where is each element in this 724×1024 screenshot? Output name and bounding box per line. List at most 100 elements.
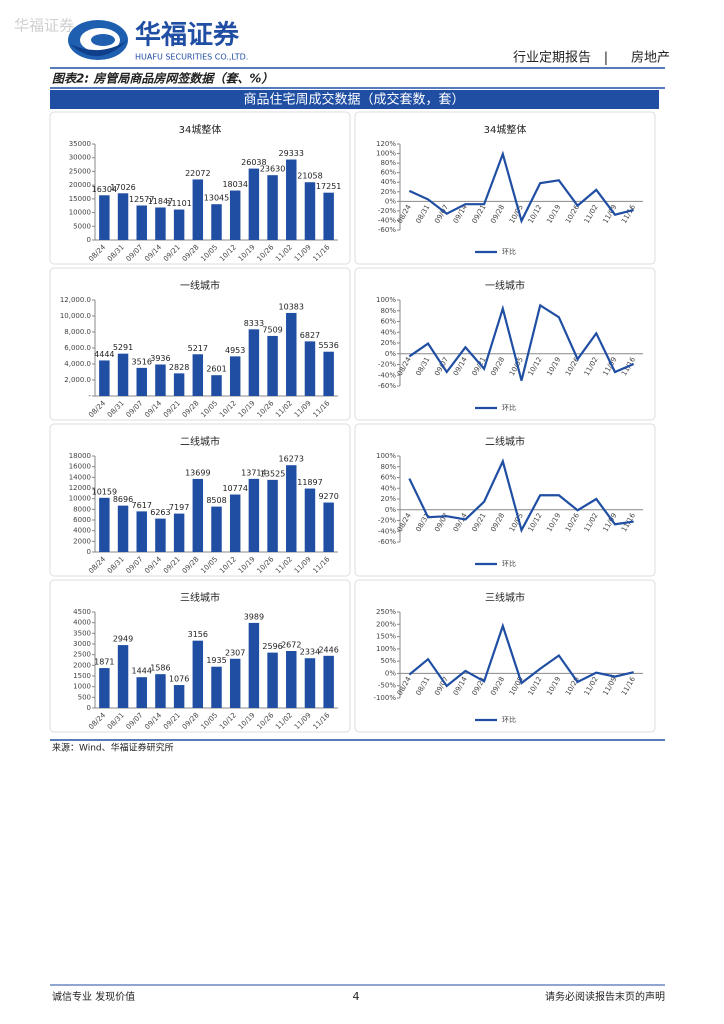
bar-value-label: 11897 [297,478,322,487]
bar [267,479,278,552]
y-tick-label: 60% [380,169,396,177]
y-tick-label: 0 [87,704,91,712]
bar [248,622,260,708]
chart-panel [354,579,656,733]
y-tick-label: 1500 [73,672,91,680]
footer-right: 请务必阅读报告末页的声明 [545,990,665,1003]
y-tick-label: -50% [378,682,396,690]
footer-left: 诚信专业 发现价值 [52,990,135,1003]
y-tick-label: 80% [380,159,396,167]
bar-value-label: 7197 [169,503,189,512]
y-tick-label: 0% [385,506,396,514]
bar-value-label: 5291 [113,343,133,352]
y-tick-label: 60% [380,318,396,326]
bar-value-label: 6827 [300,331,320,340]
bar [99,195,110,240]
y-tick-label: 1000 [73,683,91,691]
y-tick-label: 0% [385,197,396,205]
y-tick-label: 50% [380,657,396,665]
y-tick-label: 3500 [73,629,91,637]
y-tick-label: 2000 [73,537,91,545]
banner-text: 商品住宅周成交数据（成交套数，套） [243,92,464,108]
watermark: 华福证券 [14,17,74,35]
bar [211,666,222,708]
y-tick-label: 4500 [73,608,91,616]
y-tick-label: -40% [378,216,396,224]
y-tick-label: -60% [378,226,396,234]
bar [323,502,334,552]
bar [211,506,222,552]
y-tick-label: 3000 [73,640,91,648]
y-tick-label: 15000 [69,195,91,203]
y-tick-label: 4,000.0 [64,360,91,368]
y-tick-label: -100% [373,694,396,702]
y-tick-label: 2000 [73,661,91,669]
bar [323,351,334,396]
line-series [408,622,634,688]
y-tick-label: 12000 [69,484,91,492]
y-tick-label: 10000 [69,209,91,217]
bar [155,207,166,240]
y-tick-label: -20% [378,517,396,525]
chart-title: 二线城市 [485,435,525,448]
y-tick-label: 2,000.0 [64,376,91,384]
y-tick-label: -60% [378,538,396,546]
bar [136,367,147,396]
legend-label: 环比 [502,715,516,724]
y-tick-label: 40% [380,484,396,492]
bar [99,360,110,396]
bar [304,182,316,240]
logo-english: HUAFU SECURITIES CO.,LTD. [135,53,248,62]
bar [136,205,147,240]
y-tick-label: 20% [380,339,396,347]
bar [192,354,204,396]
y-tick-label: 35000 [69,140,91,148]
bar-value-label: 21058 [297,172,322,181]
y-tick-label: 10000 [69,495,91,503]
bar [211,204,222,240]
y-tick-label: 0 [87,548,91,556]
bar [192,179,204,240]
y-tick-label: 16000 [69,463,91,471]
bar-value-label: 3516 [132,357,152,366]
bar [173,513,185,552]
bar-value-label: 13525 [260,469,285,478]
legend-label: 环比 [502,559,516,568]
bar-value-label: 8333 [244,319,264,328]
report-type: 行业定期报告 [513,51,591,66]
bar [267,652,278,708]
banner [50,90,659,109]
bar-value-label: 2828 [169,363,189,372]
y-tick-label: 4000 [73,619,91,627]
bar [117,645,129,708]
chart-panel [354,423,656,577]
bar [99,497,110,552]
bar [117,193,129,240]
bar [304,341,316,396]
y-tick-label: 25000 [69,167,91,175]
bar-value-label: 2307 [225,648,245,657]
bar [155,518,166,552]
y-tick-label: 18000 [69,452,91,460]
y-tick-label: 40% [380,178,396,186]
legend-label: 环比 [502,403,516,412]
bar-value-label: 1586 [150,664,170,673]
bar-value-label: 2601 [206,365,226,374]
bar-value-label: 12577 [129,195,154,204]
bar-value-label: 2949 [113,635,133,644]
line-series [408,150,634,224]
bar-value-label: 7509 [262,325,282,334]
bar-value-label: 10774 [222,484,247,493]
y-tick-label: 120% [376,140,396,148]
y-tick-label: 30000 [69,154,91,162]
bar-value-label: 1935 [206,656,226,665]
y-tick-label: 0% [385,350,396,358]
y-tick-label: 8000 [73,505,91,513]
bar-value-label: 2334 [300,648,320,657]
y-tick-label: 8,000.0 [64,328,91,336]
bar-value-label: 8508 [206,496,226,505]
y-tick-label: -40% [378,371,396,379]
y-tick-label: 80% [380,463,396,471]
bar-value-label: 7617 [132,501,152,510]
